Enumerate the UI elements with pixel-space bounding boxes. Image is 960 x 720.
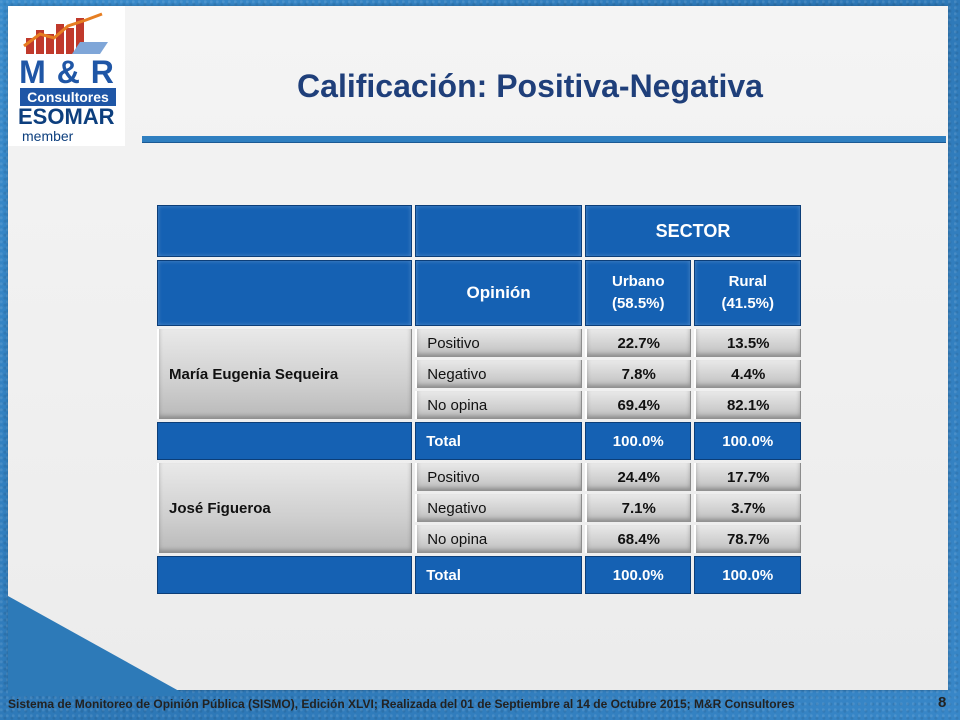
value-rural: 17.7%: [694, 463, 801, 491]
table-row: Negativo 7.8% 4.4%: [157, 360, 801, 388]
opinion-label: Negativo: [415, 360, 582, 388]
value-urbano: 68.4%: [584, 525, 692, 553]
total-urbano: 100.0%: [584, 422, 692, 460]
column-share: (41.5%): [721, 295, 774, 312]
logo-member: member: [22, 128, 74, 144]
logo-esomar: ESOMAR: [18, 104, 115, 129]
table-subheader-row: Opinión Urbano (58.5%) Rural (41.5%): [157, 260, 801, 326]
header-blank-cell: [157, 260, 413, 326]
table-row: Negativo 7.1% 3.7%: [157, 494, 801, 522]
opinion-label: Negativo: [415, 494, 582, 522]
company-logo: M & R Consultores ESOMAR member: [8, 6, 125, 146]
logo-brand: M & R: [19, 54, 115, 90]
opinion-label: Positivo: [415, 463, 582, 491]
candidate-name: José Figueroa: [157, 463, 413, 553]
value-rural: 82.1%: [694, 391, 801, 419]
column-name: Urbano: [611, 273, 665, 290]
total-label: Total: [415, 556, 582, 594]
page-number: 8: [938, 694, 947, 711]
column-share: (58.5%): [611, 295, 665, 312]
total-row: Total 100.0% 100.0%: [157, 556, 801, 594]
bar-chart-logo-icon: [23, 12, 108, 54]
candidate-name: María Eugenia Sequeira: [157, 329, 413, 419]
logo-tagline: Consultores: [20, 88, 116, 106]
table-row: No opina 68.4% 78.7%: [157, 525, 801, 553]
value-urbano: 7.8%: [584, 360, 692, 388]
column-header-urbano: Urbano (58.5%): [584, 260, 692, 326]
value-urbano: 22.7%: [584, 329, 692, 357]
table-row: No opina 69.4% 82.1%: [157, 391, 801, 419]
column-name: Rural: [728, 273, 767, 290]
header-blank-cell: [157, 205, 413, 257]
total-blank-cell: [157, 556, 413, 594]
value-rural: 3.7%: [694, 494, 801, 522]
total-rural: 100.0%: [694, 556, 801, 594]
total-urbano: 100.0%: [584, 556, 692, 594]
table-header-row: SECTOR: [157, 205, 801, 257]
total-row: Total 100.0% 100.0%: [157, 422, 801, 460]
column-header-rural: Rural (41.5%): [694, 260, 801, 326]
total-blank-cell: [157, 422, 413, 460]
decorative-corner: [8, 596, 188, 696]
table-row: José Figueroa Positivo 24.4% 17.7%: [157, 463, 801, 553]
table-row: María Eugenia Sequeira Positivo 22.7% 13…: [157, 329, 801, 419]
total-label: Total: [415, 422, 582, 460]
value-rural: 78.7%: [694, 525, 801, 553]
total-rural: 100.0%: [694, 422, 801, 460]
value-urbano: 24.4%: [584, 463, 692, 491]
value-rural: 4.4%: [694, 360, 801, 388]
value-rural: 13.5%: [694, 329, 801, 357]
sector-header: SECTOR: [584, 205, 801, 257]
opinion-label: Positivo: [415, 329, 582, 357]
header-blank-cell: [415, 205, 582, 257]
slide-footer: Sistema de Monitoreo de Opinión Pública …: [8, 697, 795, 711]
value-urbano: 69.4%: [584, 391, 692, 419]
value-urbano: 7.1%: [584, 494, 692, 522]
results-table: SECTOR Opinión Urbano (58.5%) Rural (41.…: [154, 202, 804, 597]
opinion-header: Opinión: [415, 260, 582, 326]
title-underline: [142, 136, 946, 143]
opinion-label: No opina: [415, 525, 582, 553]
opinion-label: No opina: [415, 391, 582, 419]
slide-title: Calificación: Positiva-Negativa: [297, 68, 763, 104]
